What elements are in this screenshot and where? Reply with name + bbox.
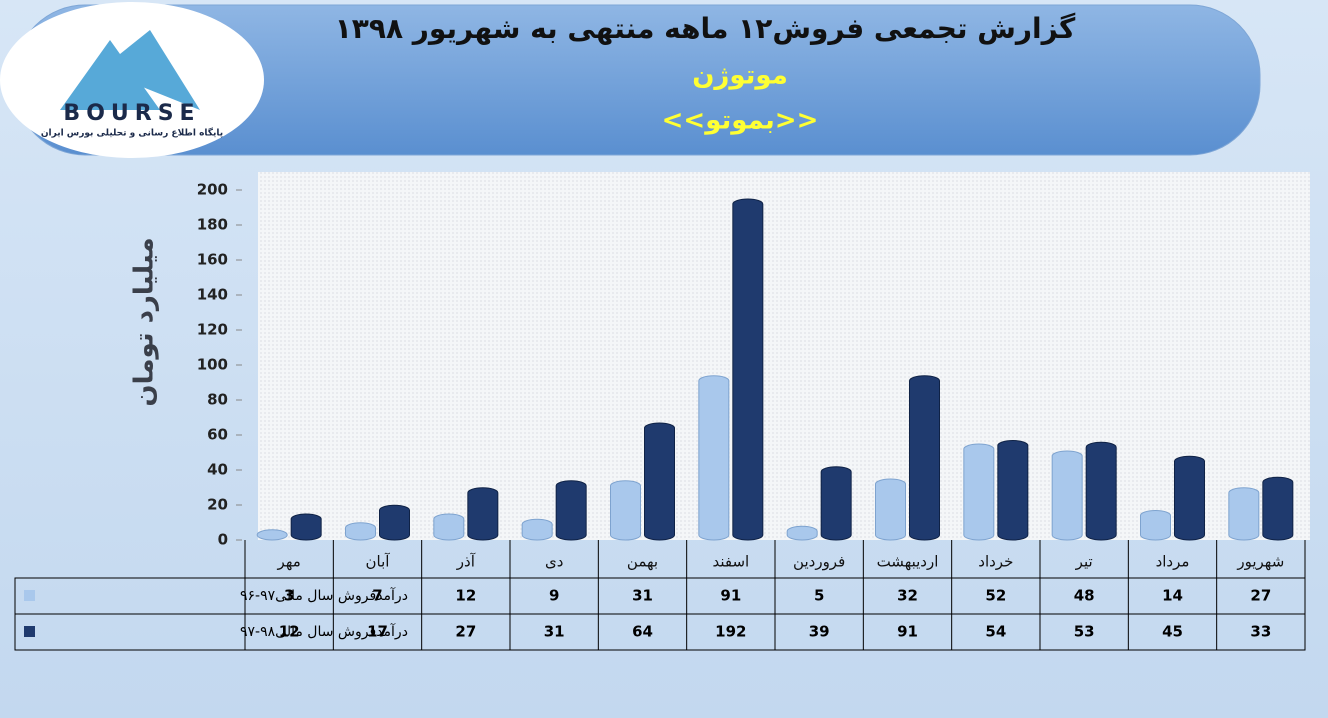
table-value: 192 (715, 623, 746, 641)
chart-title: گزارش تجمعی فروش۱۲ ماهه منتهی به شهریور … (335, 12, 1076, 45)
table-value: 5 (814, 587, 824, 605)
table-value: 54 (985, 623, 1006, 641)
table-value: 39 (809, 623, 830, 641)
y-tick-label: 100 (197, 356, 228, 374)
x-tick-label: اسفند (712, 553, 749, 571)
x-tick-label: خرداد (978, 553, 1013, 571)
x-tick-label: آذر (456, 553, 476, 571)
bar (1174, 455, 1205, 541)
bar (555, 480, 587, 541)
x-tick-label: بهمن (627, 553, 658, 571)
bar (732, 198, 764, 541)
bar (521, 518, 553, 541)
table-value: 27 (455, 623, 476, 641)
y-tick-label: 60 (207, 426, 228, 444)
bar (433, 513, 465, 541)
bar (345, 522, 376, 541)
legend-label: درآمدفروش سال مالی۹۸-۹۷ (240, 623, 408, 640)
bar (1051, 450, 1083, 541)
legend-label: درآمدفروش سال مالی۹۷-۹۶ (240, 587, 408, 604)
bar (1140, 510, 1171, 541)
bar (644, 422, 675, 541)
y-tick-label: 200 (197, 181, 228, 199)
x-tick-label: شهریور (1236, 553, 1284, 571)
bar (610, 480, 641, 541)
bar (379, 504, 410, 541)
y-axis-title: میلیارد تومان (130, 237, 160, 406)
bar (1228, 487, 1260, 541)
x-tick-label: تیر (1075, 553, 1093, 571)
table-value: 31 (544, 623, 565, 641)
table-value: 64 (632, 623, 653, 641)
table-value: 53 (1074, 623, 1095, 641)
bar (875, 478, 906, 541)
bar (1085, 441, 1117, 541)
y-tick-label: 140 (197, 286, 228, 304)
x-tick-label: آبان (366, 553, 391, 571)
table-value: 9 (549, 587, 559, 605)
bar (909, 375, 940, 541)
legend-swatch (24, 590, 35, 601)
x-tick-label: مهر (277, 553, 301, 571)
x-tick-label: دی (545, 553, 563, 571)
table-value: 45 (1162, 623, 1183, 641)
bar (1262, 476, 1294, 541)
table-value: 91 (720, 587, 741, 605)
table-value: 33 (1250, 623, 1271, 641)
bar (698, 375, 730, 541)
table-value: 12 (279, 623, 300, 641)
table-value: 52 (985, 587, 1006, 605)
bar (820, 466, 852, 541)
x-tick-label: اردیبهشت (877, 553, 939, 571)
x-tick-label: فروردین (793, 553, 845, 571)
logo-tagline: پایگاه اطلاع رسانی و تحلیلی بورس ایران (41, 127, 223, 139)
table-value: 14 (1162, 587, 1183, 605)
table-value: 32 (897, 587, 918, 605)
y-tick-label: 120 (197, 321, 228, 339)
y-tick-label: 0 (218, 531, 228, 549)
logo-name: BOURSE (63, 101, 200, 126)
symbol: <<بموتو>> (662, 106, 819, 136)
bar (290, 513, 322, 541)
bar (997, 440, 1029, 541)
logo-mark (60, 30, 200, 110)
table-value: 27 (1250, 587, 1271, 605)
plot-area (258, 172, 1310, 540)
table-value: 91 (897, 623, 918, 641)
table-value: 12 (455, 587, 476, 605)
y-tick-label: 160 (197, 251, 228, 269)
table-value: 3 (284, 587, 294, 605)
legend-swatch (24, 626, 35, 637)
table-value: 48 (1074, 587, 1095, 605)
table-value: 7 (372, 587, 382, 605)
x-tick-label: مرداد (1156, 553, 1190, 571)
bar (256, 529, 288, 541)
y-tick-label: 80 (207, 391, 228, 409)
bar (963, 443, 995, 541)
bar (786, 525, 818, 541)
chart-subtitle: موتوژن (692, 61, 788, 91)
y-tick-label: 40 (207, 461, 228, 479)
y-tick-label: 20 (207, 496, 228, 514)
table-value: 17 (367, 623, 388, 641)
table-value: 31 (632, 587, 653, 605)
y-tick-label: 180 (197, 216, 228, 234)
bar (467, 487, 499, 541)
